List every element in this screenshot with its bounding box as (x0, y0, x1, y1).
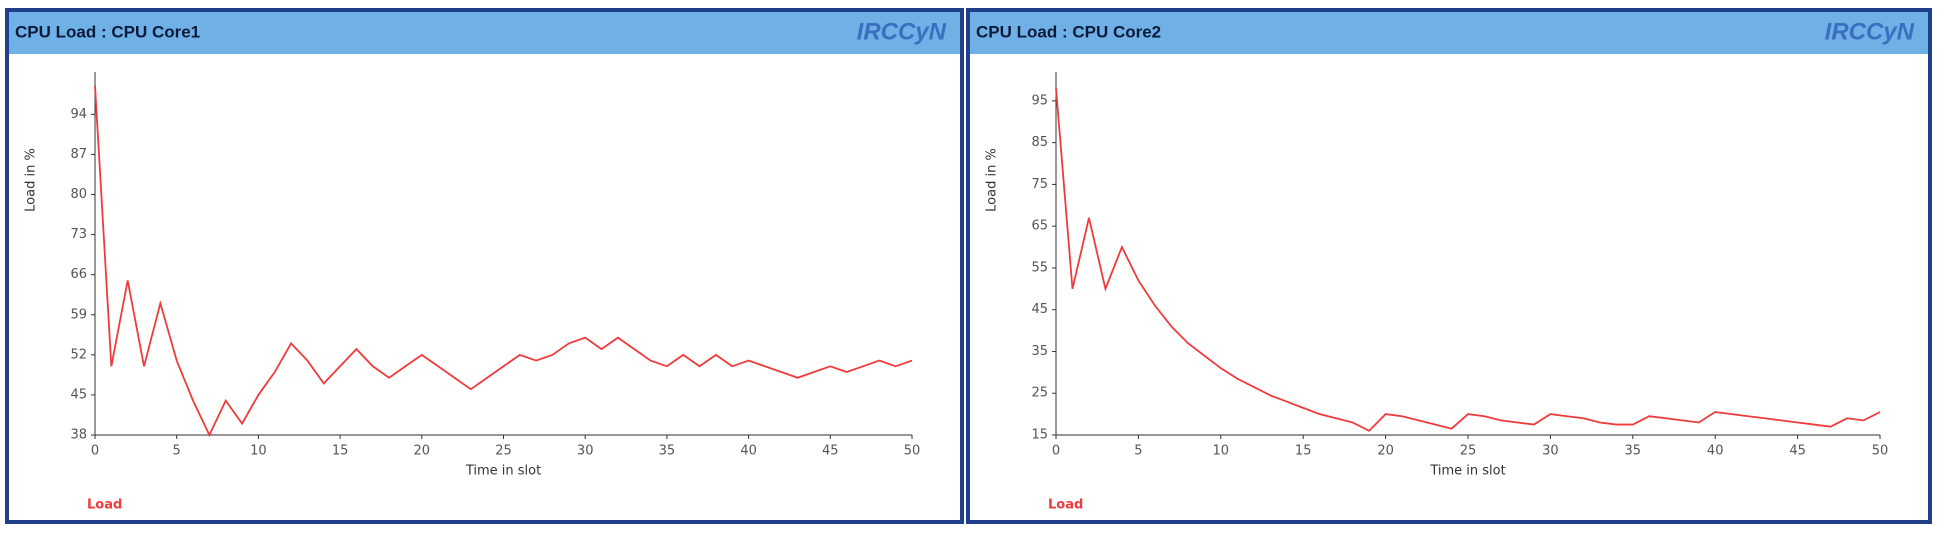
y-tick-label: 66 (70, 267, 87, 282)
x-tick-label: 50 (1872, 444, 1889, 459)
y-tick-label: 94 (70, 107, 87, 122)
y-tick-label: 80 (70, 187, 87, 202)
y-tick-label: 87 (70, 147, 87, 162)
y-tick-label: 15 (1031, 428, 1048, 443)
chart-panel: CPU Load : CPU Core2 IRCCyN 15 25 35 45 55 65 75… (966, 8, 1932, 524)
x-tick-label: 15 (332, 444, 349, 459)
x-tick-label: 35 (1625, 444, 1642, 459)
x-tick-label: 25 (495, 444, 512, 459)
y-tick-label: 35 (1031, 344, 1048, 359)
x-axis-label: Time in slot (465, 464, 541, 479)
chart-title: CPU Load : CPU Core2 (976, 22, 1161, 41)
y-tick-label: 73 (70, 227, 87, 242)
x-tick-label: 0 (91, 444, 99, 459)
y-tick-label: 25 (1031, 386, 1048, 401)
legend-label: Load (1048, 498, 1083, 513)
y-tick-label: 45 (1031, 302, 1048, 317)
panel-frame (966, 8, 1932, 524)
logo: IRCCyN (1825, 18, 1915, 45)
legend-label: Load (87, 498, 122, 513)
y-tick-label: 85 (1031, 135, 1048, 150)
x-axis-label: Time in slot (1429, 464, 1505, 479)
x-tick-label: 50 (904, 444, 921, 459)
x-tick-label: 30 (577, 444, 594, 459)
y-tick-label: 45 (70, 387, 87, 402)
panel-frame (5, 8, 964, 524)
panel-header (970, 12, 1928, 54)
y-tick-label: 52 (70, 347, 87, 362)
y-axis-label: Load in % (985, 148, 1000, 212)
chart-title: CPU Load : CPU Core1 (15, 22, 200, 41)
data-line (1055, 88, 1881, 432)
x-tick-label: 40 (740, 444, 757, 459)
x-tick-label: 20 (414, 444, 431, 459)
x-tick-label: 45 (822, 444, 839, 459)
x-tick-label: 40 (1707, 444, 1724, 459)
logo: IRCCyN (857, 18, 947, 45)
x-tick-label: 5 (173, 444, 181, 459)
x-tick-label: 35 (659, 444, 676, 459)
y-tick-label: 75 (1031, 177, 1048, 192)
x-tick-label: 25 (1460, 444, 1477, 459)
x-tick-label: 30 (1542, 444, 1559, 459)
data-line (94, 85, 913, 438)
x-tick-label: 5 (1134, 444, 1142, 459)
y-tick-label: 59 (70, 307, 87, 322)
x-tick-label: 45 (1789, 444, 1806, 459)
y-tick-label: 38 (70, 428, 87, 443)
y-tick-label: 95 (1031, 93, 1048, 108)
x-tick-label: 20 (1377, 444, 1394, 459)
x-tick-label: 10 (250, 444, 267, 459)
chart-panel: CPU Load : CPU Core1 IRCCyN 38 45 52 59 66 73 80… (5, 8, 964, 524)
x-tick-label: 0 (1052, 444, 1060, 459)
y-tick-label: 65 (1031, 219, 1048, 234)
panel-header (9, 12, 960, 54)
x-tick-label: 10 (1213, 444, 1230, 459)
y-axis-label: Load in % (24, 148, 39, 212)
x-tick-label: 15 (1295, 444, 1312, 459)
y-tick-label: 55 (1031, 260, 1048, 275)
